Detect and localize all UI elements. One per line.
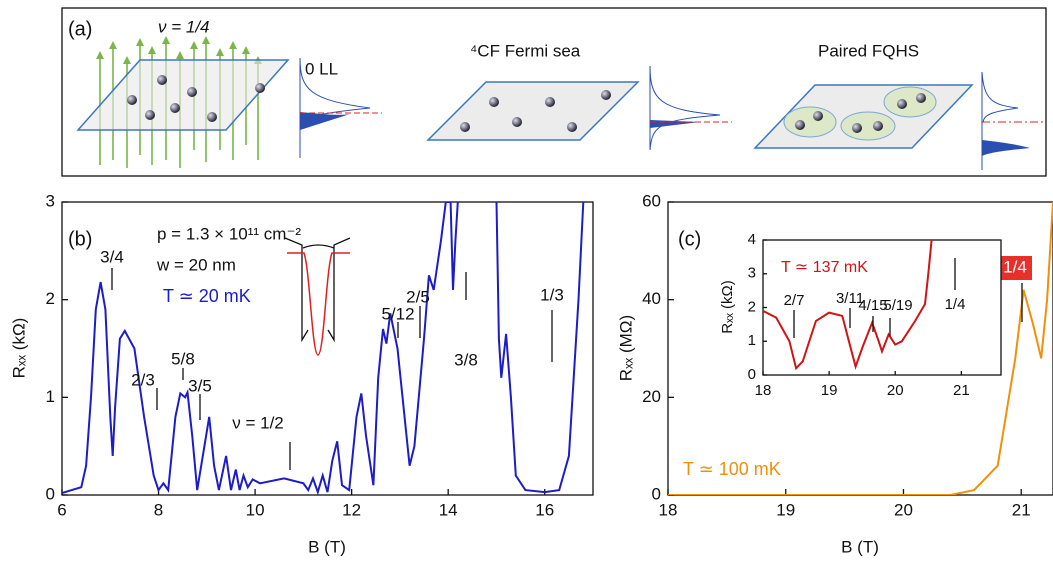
annotation: 1/4	[945, 296, 966, 313]
plot-frame	[61, 201, 594, 496]
pairs	[783, 86, 937, 141]
dos-2	[649, 65, 732, 151]
annotation: 3/11	[836, 290, 864, 307]
panel-label: (c)	[678, 228, 701, 250]
x-tick-label: 21	[1012, 500, 1031, 519]
chart: 18 19 20 21 0 1 2 3 4 Rₓₓ (kΩ) T ≃ 137 mK 2/7 3/114/…	[719, 231, 1002, 399]
y-tick-label: 3	[748, 265, 756, 282]
annotation: 5/8	[171, 349, 195, 368]
annotation: 2/5	[406, 287, 430, 306]
annotation: 4/15	[858, 297, 887, 314]
y-tick-label: 1	[748, 332, 756, 349]
panel-a-frame	[61, 7, 1047, 177]
dos-3	[981, 71, 1046, 170]
ll-label: 0 LL	[305, 59, 338, 78]
annotation: 5/12	[381, 304, 414, 323]
x-axis-label: B (T)	[308, 537, 346, 556]
temperature-label: T ≃ 100 mK	[683, 459, 781, 479]
data-line	[763, 240, 933, 371]
temperature-label: T ≃ 20 mK	[163, 286, 251, 306]
annotation: 1/4	[1003, 257, 1027, 276]
x-tick-label: 21	[953, 382, 970, 399]
well-cartoon	[284, 237, 351, 356]
highlight-box	[998, 256, 1032, 280]
x-tick-label: 6	[57, 500, 66, 519]
x-tick-label: 18	[755, 382, 772, 399]
x-tick-label: 12	[342, 500, 361, 519]
annotation: 2/3	[131, 370, 155, 389]
y-tick-label: 4	[748, 231, 756, 248]
plane	[76, 59, 290, 131]
x-tick-label: 14	[439, 500, 458, 519]
panel-label: (a)	[68, 18, 92, 40]
x-axis-label: B (T)	[841, 537, 879, 556]
x-tick-label: 10	[246, 500, 265, 519]
annotation: 1/3	[540, 285, 564, 304]
temperature-label: T ≃ 137 mK	[781, 259, 868, 276]
plane	[426, 81, 640, 141]
sea-label: ⁴CF Fermi sea	[470, 41, 581, 60]
y-axis-label: Rₓₓ (kΩ)	[719, 280, 736, 334]
x-tick-label: 8	[154, 500, 163, 519]
y-tick-label: 60	[642, 191, 661, 210]
x-tick-label: 19	[776, 500, 795, 519]
y-tick-label: 2	[46, 289, 55, 308]
x-tick-label: 16	[535, 500, 554, 519]
y-axis-label: Rₓₓ (MΩ)	[616, 315, 635, 381]
y-tick-label: 40	[642, 289, 661, 308]
y-tick-label: 0	[652, 484, 661, 503]
data-line	[62, 202, 585, 495]
y-tick-label: 0	[748, 366, 756, 383]
annotation: 2/7	[784, 292, 805, 309]
filling-label: ν = 1/4	[158, 17, 210, 36]
y-axis-label: Rₓₓ (kΩ)	[9, 318, 28, 379]
panel-label: (b)	[68, 228, 92, 250]
y-tick-label: 3	[46, 191, 55, 210]
composite-fermions	[460, 90, 611, 132]
y-tick-label: 2	[748, 298, 756, 315]
annotation: p = 1.3 × 10¹¹ cm⁻²	[157, 224, 301, 243]
annotation: 3/8	[454, 350, 478, 369]
data-line	[668, 202, 1053, 495]
y-tick-label: 20	[642, 387, 661, 406]
annotation: w = 20 nm	[156, 255, 236, 274]
annotation: 5/19	[883, 297, 912, 314]
paired-label: Paired FQHS	[818, 41, 919, 60]
annotation: ν = 1/2	[232, 413, 284, 432]
electrons	[127, 75, 265, 122]
annotation: 3/5	[188, 376, 212, 395]
y-tick-label: 1	[46, 387, 55, 406]
dos-1	[299, 57, 382, 158]
annotation: 3/4	[100, 247, 124, 266]
x-tick-label: 20	[894, 500, 913, 519]
x-tick-label: 19	[821, 382, 838, 399]
y-tick-label: 0	[46, 484, 55, 503]
x-tick-label: 20	[887, 382, 904, 399]
x-tick-label: 18	[659, 500, 678, 519]
